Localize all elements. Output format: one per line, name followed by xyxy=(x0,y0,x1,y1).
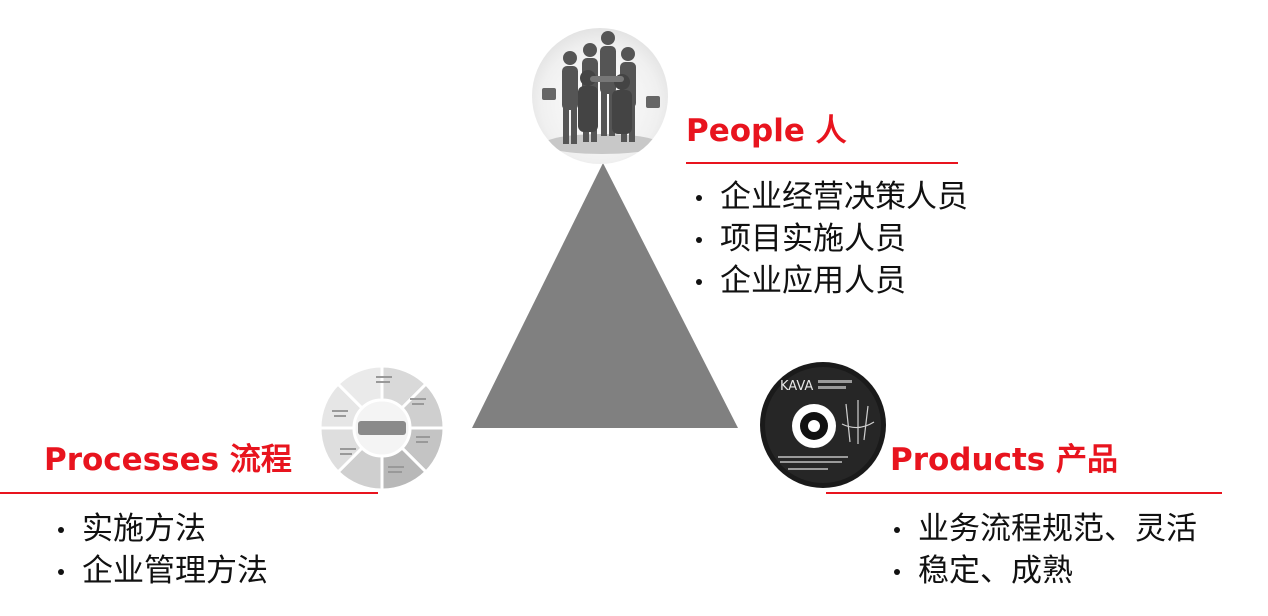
processes-list-item: 企业管理方法 xyxy=(48,550,268,592)
disc-brand-label: KAVA xyxy=(780,379,813,394)
people-heading: People 人 xyxy=(686,113,847,149)
products-list: 业务流程规范、灵活 稳定、成熟 xyxy=(884,508,1197,592)
product-disc-image: KAVA xyxy=(760,362,886,488)
triangle-shape xyxy=(472,163,738,428)
processes-divider xyxy=(0,492,378,494)
products-list-item: 业务流程规范、灵活 xyxy=(884,508,1197,550)
products-heading: Products 产品 xyxy=(890,442,1119,478)
process-cycle-image xyxy=(318,364,446,492)
processes-list: 实施方法 企业管理方法 xyxy=(48,508,268,592)
products-divider xyxy=(826,492,1222,494)
business-team-image xyxy=(532,28,668,164)
people-list-item: 项目实施人员 xyxy=(686,218,968,260)
people-list-item: 企业应用人员 xyxy=(686,260,968,302)
people-list: 企业经营决策人员 项目实施人员 企业应用人员 xyxy=(686,176,968,302)
processes-heading: Processes 流程 xyxy=(44,442,292,478)
people-list-item: 企业经营决策人员 xyxy=(686,176,968,218)
products-list-item: 稳定、成熟 xyxy=(884,550,1197,592)
people-divider xyxy=(686,162,958,164)
processes-list-item: 实施方法 xyxy=(48,508,268,550)
